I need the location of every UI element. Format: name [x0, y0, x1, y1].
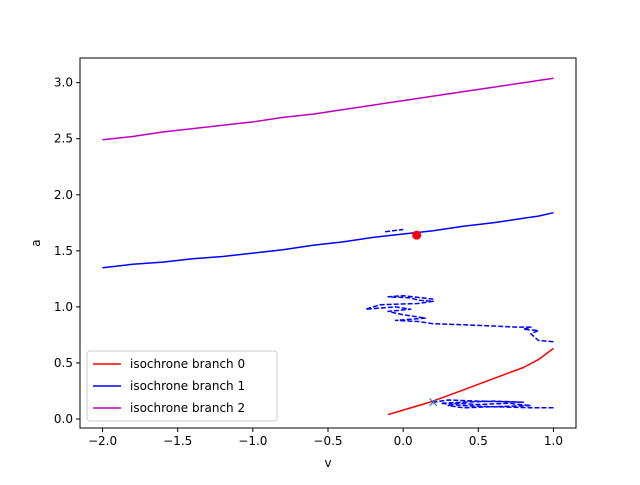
- dashed-series-line-1: [385, 228, 404, 233]
- marker-point-1: [429, 398, 438, 407]
- x-tick-label: −1.0: [238, 434, 267, 448]
- x-axis-label: v: [324, 456, 331, 470]
- y-axis-label: a: [29, 239, 43, 246]
- legend-label: isochrone branch 1: [130, 379, 245, 393]
- y-tick-label: 1.5: [54, 244, 73, 258]
- y-ticks: 0.0 0.5 1.0 1.5 2.0 2.5 3.0: [54, 76, 80, 426]
- y-tick-label: 0.5: [54, 356, 73, 370]
- x-tick-label: 0.0: [394, 434, 413, 448]
- legend-box: [86, 350, 278, 422]
- series-line-0: [387, 347, 554, 416]
- series-line-1: [102, 211, 554, 269]
- y-tick-label: 0.0: [54, 412, 73, 426]
- legend-label: isochrone branch 0: [130, 357, 245, 371]
- marker-point-0: [412, 230, 422, 240]
- x-tick-label: 1.0: [544, 434, 563, 448]
- marker-layer: [412, 230, 438, 407]
- x-tick-label: −0.5: [313, 434, 342, 448]
- y-tick-label: 3.0: [54, 76, 73, 90]
- series-layer: [102, 77, 554, 416]
- x-ticks: −2.0 −1.5 −1.0 −0.5 0.0 0.5 1.0: [88, 428, 563, 448]
- y-tick-label: 2.0: [54, 188, 73, 202]
- y-tick-label: 1.0: [54, 300, 73, 314]
- dashed-series-line-0: [364, 294, 554, 343]
- series-line-2: [102, 77, 554, 141]
- legend-label: isochrone branch 2: [130, 401, 245, 415]
- dashed-series-line-2: [433, 399, 554, 409]
- x-tick-label: −1.5: [163, 434, 192, 448]
- x-tick-label: 0.5: [469, 434, 488, 448]
- x-tick-label: −2.0: [88, 434, 117, 448]
- y-tick-label: 2.5: [54, 132, 73, 146]
- legend: isochrone branch 0 isochrone branch 1 isoc…: [86, 350, 278, 422]
